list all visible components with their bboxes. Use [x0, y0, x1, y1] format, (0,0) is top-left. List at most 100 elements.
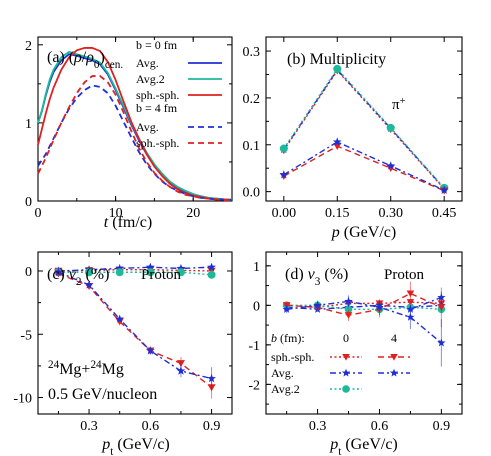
data-point — [406, 304, 415, 313]
data-point — [115, 318, 124, 326]
data-point — [437, 293, 446, 301]
series-line — [283, 69, 445, 190]
particle-label: Proton — [384, 267, 425, 283]
data-point — [437, 304, 446, 311]
series-line — [37, 75, 232, 202]
data-point — [176, 360, 185, 368]
legend-group-label: b = 0 fm — [136, 38, 178, 52]
system-label: 24Mg+24Mg — [48, 359, 124, 378]
legend-marker — [342, 353, 350, 361]
series-4 — [37, 75, 232, 202]
x-axis-label: t (fm/c) — [104, 214, 152, 231]
y-tick-label: 0.3 — [243, 45, 261, 60]
legend-marker — [341, 368, 351, 377]
data-point — [386, 161, 396, 170]
y-tick-label: -1 — [248, 339, 260, 354]
y-tick-label: 0 — [25, 265, 32, 280]
x-axis-label: p (GeV/c) — [331, 224, 396, 241]
panel-d: 0.3 0.6 0.9 1 0 -1 -2 (d) v3 (%) Proton pt (GeV/c… — [248, 251, 463, 456]
series-line — [283, 67, 445, 189]
legend-label: sph.-sph. — [271, 350, 314, 364]
series-3 — [282, 281, 446, 328]
data-point — [439, 185, 449, 194]
series-line — [37, 47, 233, 202]
legend-item: sph.-sph. — [271, 350, 410, 364]
series-2 — [37, 47, 233, 202]
plot-frame — [265, 251, 463, 415]
panel-title: (a) (ρ/ρ0)cen. — [47, 49, 123, 71]
data-point — [406, 312, 415, 321]
panel-title: (b) Multiplicity — [287, 51, 386, 68]
legend-label: Avg. — [136, 56, 159, 70]
x-axis-label: pt (GeV/c) — [329, 436, 398, 456]
data-point — [145, 346, 155, 355]
series-line — [37, 50, 232, 201]
data-point — [406, 290, 415, 298]
x-tick-label: 0.00 — [272, 206, 297, 221]
x-tick-label: 0.30 — [378, 206, 403, 221]
series-line — [283, 68, 445, 189]
y-tick-label: 0 — [25, 195, 32, 210]
data-point — [176, 268, 185, 277]
series-4 — [54, 267, 216, 390]
data-point — [146, 268, 155, 277]
series-4 — [279, 137, 449, 194]
energy-label: 0.5 GeV/nucleon — [48, 386, 157, 403]
x-tick-label: 0.45 — [432, 206, 457, 221]
legend-group-label: b = 4 fm — [136, 101, 178, 115]
plot-frame — [37, 36, 233, 202]
series-5 — [406, 291, 446, 314]
data-point — [279, 170, 289, 179]
data-point — [207, 262, 216, 271]
legend-label: sph.-sph. — [136, 88, 179, 102]
particle-label: Proton — [141, 267, 182, 283]
data-point — [333, 64, 342, 73]
legend-label: Avg.2 — [136, 72, 165, 86]
y-tick-label: -2 — [248, 378, 260, 393]
series-line — [58, 271, 212, 276]
data-point — [386, 165, 395, 172]
series-0 — [54, 266, 216, 275]
series-line — [58, 266, 212, 272]
legend: b = 0 fm b = 4 fm Avg. Avg.2 sph.-sph. Avg. s… — [136, 38, 222, 150]
legend-label: Avg. — [136, 120, 159, 134]
panel-c: 0.3 0.6 0.9 0 -5 -10 (c) v2 (%) Proton 24Mg+24Mg… — [13, 251, 233, 456]
legend-col-label: 0 — [343, 331, 349, 345]
y-tick-label: 0.1 — [243, 139, 261, 154]
panel-b: 0.00 0.15 0.30 0.45 0.0 0.1 0.2 0.3 (b) Multipli… — [243, 36, 463, 241]
plot-frame — [37, 251, 233, 415]
series-line — [58, 271, 212, 380]
legend-item: sph.-sph. — [136, 136, 222, 150]
x-tick-label: 0.3 — [80, 419, 98, 434]
particle-label: π+ — [392, 96, 406, 114]
series-line — [283, 141, 445, 191]
data-point — [344, 297, 353, 305]
plot-frame — [265, 36, 463, 202]
x-axis-label: pt (GeV/c) — [101, 436, 170, 456]
legend-item: sph.-sph. — [136, 88, 222, 102]
y-tick-label: 0.0 — [243, 186, 261, 201]
data-point — [84, 280, 94, 289]
y-tick-label: -5 — [20, 328, 32, 343]
data-point — [386, 123, 395, 132]
legend-label: Avg.2 — [271, 382, 300, 396]
legend-col-label: 4 — [391, 331, 397, 345]
legend-item: Avg. — [271, 366, 410, 380]
y-tick-label: -10 — [13, 392, 32, 407]
legend: b (fm): 0 4 sph.-sph. Avg. Avg.2 — [271, 331, 410, 396]
data-point — [145, 262, 155, 271]
panel-title: (d) v3 (%) — [285, 266, 348, 288]
panel-title: (c) v2 (%) — [47, 266, 109, 288]
series-line — [283, 145, 445, 192]
series-line — [286, 301, 442, 309]
series-line — [286, 304, 442, 310]
legend-label: sph.-sph. — [136, 136, 179, 150]
legend-marker — [390, 353, 398, 361]
data-point — [54, 267, 63, 276]
series-1 — [279, 65, 449, 193]
series-line — [58, 269, 212, 272]
y-tick-label: 1 — [25, 117, 32, 132]
data-point — [279, 144, 288, 153]
series-4 — [282, 295, 446, 367]
x-tick-label: 20 — [186, 206, 200, 221]
